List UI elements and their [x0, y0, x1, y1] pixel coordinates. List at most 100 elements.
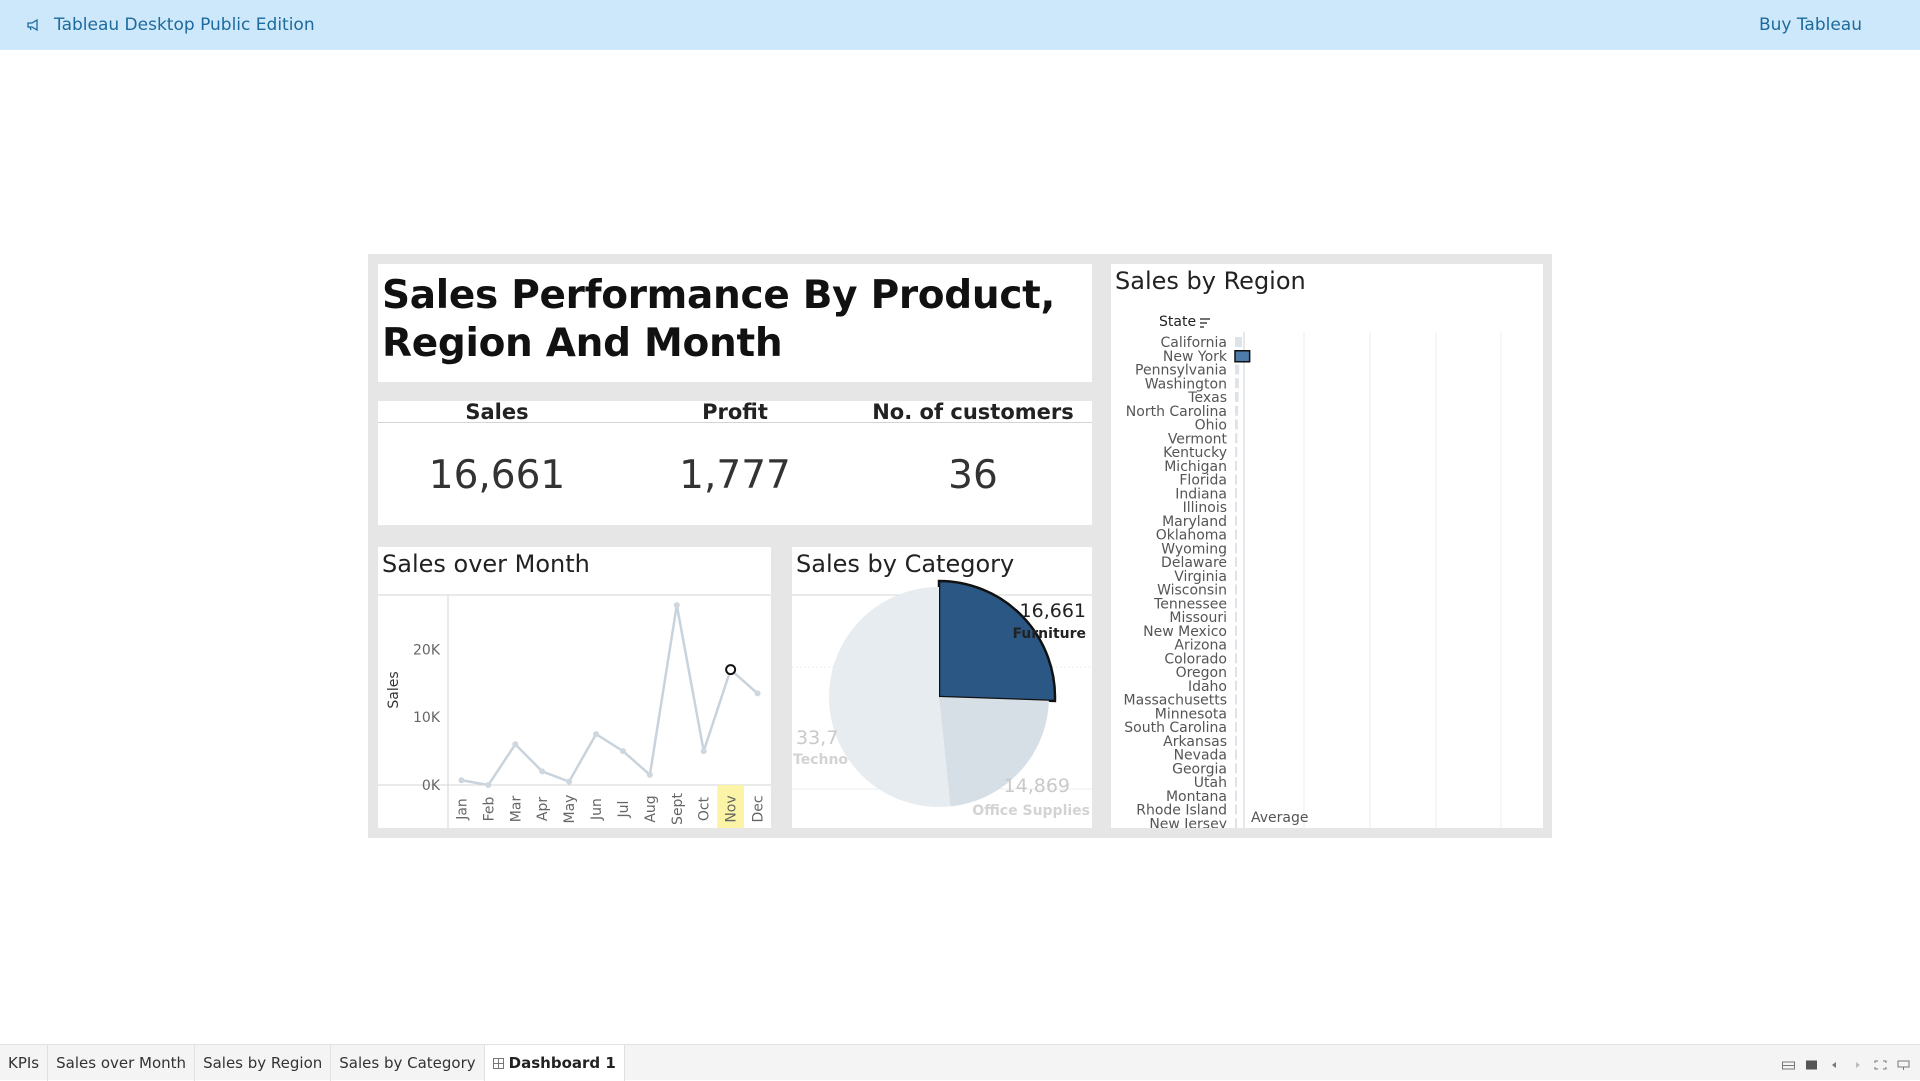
state-label: Virginia: [1174, 569, 1227, 585]
sales-over-month-title: Sales over Month: [382, 550, 590, 578]
state-label: Montana: [1166, 789, 1227, 805]
product-name: Tableau Desktop Public Edition: [54, 15, 315, 35]
buy-tableau-link[interactable]: Buy Tableau: [1758, 15, 1862, 35]
data-point-oct: [700, 748, 707, 755]
sort-icon: [1200, 318, 1210, 328]
tab-dashboard-1-label: Dashboard 1: [508, 1053, 616, 1072]
state-label: Missouri: [1169, 610, 1227, 626]
state-label: Illinois: [1183, 500, 1227, 516]
x-tick-label: Mar: [508, 796, 524, 823]
sales-by-category-panel: Sales by Category 16,661 Furniture 33,7 Tec…: [792, 547, 1092, 828]
office-supplies-value-label: 14,869: [1004, 775, 1070, 797]
state-bar: [1235, 584, 1237, 595]
state-label: Florida: [1179, 473, 1227, 489]
tab-sales-by-region[interactable]: Sales by Region: [195, 1044, 332, 1081]
state-label: Indiana: [1175, 486, 1227, 502]
office-supplies-name-label: Office Supplies: [972, 803, 1090, 819]
state-label: Massachusetts: [1124, 693, 1227, 709]
x-tick-label: Apr: [535, 797, 551, 821]
x-tick-label: Jul: [616, 801, 632, 819]
state-bar: [1235, 364, 1240, 375]
state-bar: [1235, 612, 1237, 622]
state-label: Michigan: [1164, 459, 1227, 475]
data-point-feb: [485, 782, 492, 788]
sales-line: [461, 604, 759, 787]
sales-by-category-chart[interactable]: 16,661 Furniture 33,7 Techno 14,869 Office Su…: [792, 547, 1092, 828]
state-label: Kentucky: [1163, 445, 1227, 461]
tab-sales-over-month[interactable]: Sales over Month: [48, 1044, 196, 1081]
state-bar: [1235, 598, 1237, 609]
state-bar: [1235, 474, 1237, 485]
technology-name-label: Techno: [793, 752, 848, 768]
furniture-value-label: 16,661: [1020, 600, 1086, 622]
state-bar: [1235, 488, 1237, 499]
data-point-jul: [619, 748, 626, 755]
sales-by-region-title: Sales by Region: [1115, 267, 1306, 295]
state-bar: [1235, 680, 1237, 691]
kpi-profit[interactable]: Profit 1,777: [616, 401, 854, 498]
state-bar: [1235, 653, 1237, 664]
state-bar: [1235, 460, 1238, 471]
tab-dashboard-1[interactable]: Dashboard 1: [484, 1044, 625, 1081]
state-bar: [1235, 818, 1237, 828]
technology-value-label: 33,7: [796, 727, 838, 749]
y-tick-label: 10K: [413, 710, 441, 726]
show-sheet-sorter-icon[interactable]: [1805, 1060, 1818, 1070]
tab-sales-by-category[interactable]: Sales by Category: [331, 1044, 485, 1081]
sales-over-month-panel: Sales over Month Sales 0K 10K 20K Jan Feb Mar A…: [378, 547, 771, 828]
state-label: Wisconsin: [1157, 583, 1227, 599]
state-label: North Carolina: [1126, 404, 1227, 420]
state-label: Pennsylvania: [1135, 363, 1227, 379]
state-bar: [1235, 667, 1237, 677]
state-bar: [1235, 502, 1237, 512]
dashboard-container: Sales Performance By Product, Region And…: [368, 254, 1552, 838]
state-label: Nevada: [1174, 748, 1227, 764]
state-bar: [1235, 790, 1237, 801]
fullscreen-icon[interactable]: [1874, 1060, 1887, 1070]
state-label: Maryland: [1162, 514, 1227, 530]
kpi-panel: Sales 16,661 Profit 1,777 No. of custome…: [378, 401, 1092, 525]
state-bar: [1235, 529, 1237, 540]
show-filmstrip-icon[interactable]: [1782, 1060, 1795, 1070]
state-label: Wyoming: [1161, 541, 1227, 557]
state-label: Vermont: [1168, 431, 1228, 447]
state-label: Oklahoma: [1156, 528, 1227, 544]
state-bar: [1235, 749, 1237, 760]
x-tick-label: Sept: [670, 793, 686, 825]
state-bar: [1235, 557, 1237, 567]
dashboard-grid-icon: [492, 1057, 504, 1069]
state-bar: [1234, 350, 1251, 363]
sales-by-region-panel: Sales by Region State California New York P…: [1111, 264, 1543, 828]
x-tick-label: Aug: [643, 795, 659, 822]
x-tick-label: Jan: [454, 798, 470, 821]
state-bar: [1235, 763, 1237, 774]
state-label: Delaware: [1161, 555, 1227, 571]
data-point-jun: [593, 731, 600, 738]
y-tick-label: 0K: [422, 778, 441, 794]
state-bar: [1235, 694, 1237, 705]
kpi-profit-label: Profit: [702, 400, 768, 424]
state-label: South Carolina: [1124, 720, 1227, 736]
x-tick-label: Nov: [724, 795, 740, 822]
kpi-sales[interactable]: Sales 16,661: [378, 401, 616, 498]
state-bar: [1235, 515, 1237, 526]
state-bar: [1235, 392, 1239, 402]
state-bar: [1235, 543, 1237, 554]
scroll-left-icon[interactable]: [1828, 1060, 1841, 1070]
presentation-icon[interactable]: [1897, 1060, 1910, 1070]
scroll-right-icon[interactable]: [1851, 1060, 1864, 1070]
sales-over-month-chart[interactable]: Sales 0K 10K 20K Jan Feb Mar Apr May Jun Jul Aug Sep…: [378, 547, 771, 828]
data-point-apr: [539, 768, 546, 775]
y-tick-label: 20K: [413, 642, 441, 658]
state-column-header: State: [1159, 314, 1196, 330]
kpi-customers[interactable]: No. of customers 36: [854, 401, 1092, 498]
data-point-aug: [646, 771, 653, 778]
state-label: Ohio: [1195, 418, 1227, 434]
sheet-tab-bar: KPIs Sales over Month Sales by Region Sa…: [0, 1044, 1920, 1081]
tab-kpis[interactable]: KPIs: [0, 1044, 49, 1081]
x-tick-label: Dec: [751, 795, 767, 822]
kpi-customers-label: No. of customers: [872, 400, 1074, 424]
x-tick-label: Oct: [697, 796, 713, 821]
state-label: Georgia: [1172, 761, 1227, 777]
